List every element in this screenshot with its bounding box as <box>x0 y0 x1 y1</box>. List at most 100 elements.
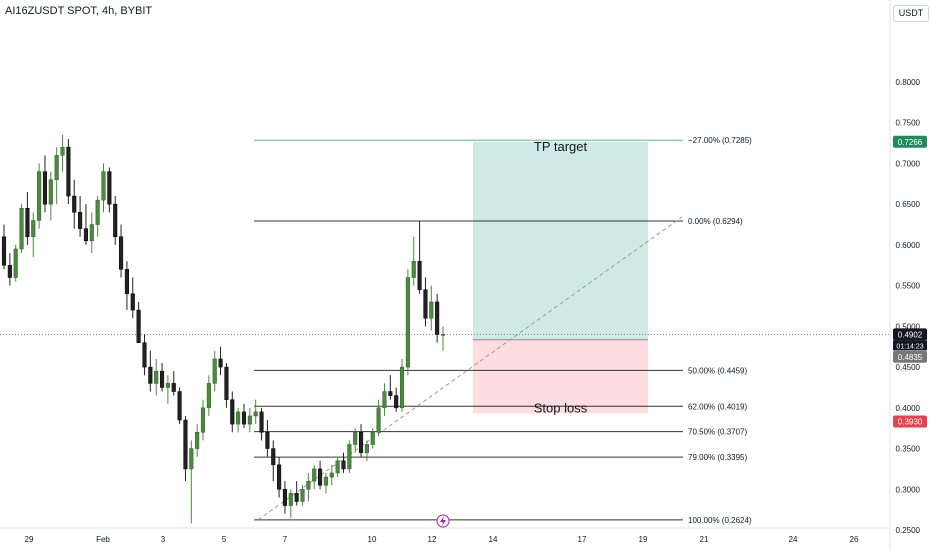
candle <box>124 261 129 311</box>
candle <box>405 269 410 376</box>
x-tick-label: 17 <box>578 535 587 544</box>
symbol-header[interactable]: AI16ZUSDT SPOT, 4h, BYBIT <box>5 5 153 17</box>
candle-body <box>89 224 94 242</box>
fib-level-label: 70.50% (0.3707) <box>688 428 747 437</box>
candle-body <box>411 260 416 278</box>
y-tick-label: 0.5500 <box>896 282 921 291</box>
fib-retracement[interactable] <box>0 139 890 521</box>
target-price-tag-bg <box>893 135 927 148</box>
tp-zone <box>473 141 648 340</box>
candle-body <box>318 468 323 486</box>
x-tick-label: 5 <box>222 535 227 544</box>
countdown-bg <box>893 340 927 351</box>
candle-body <box>271 448 276 466</box>
candle-body <box>136 309 141 343</box>
candle <box>347 440 352 473</box>
candle <box>19 204 24 254</box>
candle <box>83 204 88 245</box>
x-tick-label: 29 <box>25 535 34 544</box>
candle <box>142 334 147 376</box>
candle-body <box>48 179 53 205</box>
stop-loss-label: Stop loss <box>534 401 588 416</box>
candle <box>312 464 317 490</box>
candle-body <box>148 366 153 384</box>
tp-target-label: TP target <box>534 139 588 154</box>
candle-body <box>83 228 88 242</box>
candle-body <box>265 432 270 449</box>
lightning-icon[interactable] <box>436 514 450 528</box>
candle-body <box>323 476 328 486</box>
candle-body <box>31 220 36 238</box>
candle <box>423 277 428 327</box>
candle-body <box>259 411 264 433</box>
candle-body <box>25 208 30 238</box>
candle-body <box>364 444 369 453</box>
fib-level-label: 0.00% (0.6294) <box>688 217 743 226</box>
candle-body <box>277 464 282 490</box>
candle-body <box>288 493 293 506</box>
candle-body <box>376 407 381 433</box>
candle-body <box>388 391 393 396</box>
candle <box>353 428 358 453</box>
candle-body <box>7 265 12 278</box>
candle <box>159 363 165 392</box>
x-tick-label: 19 <box>639 535 648 544</box>
currency-button[interactable]: USDT <box>893 5 929 22</box>
candle <box>130 277 135 319</box>
candle-body <box>195 432 200 449</box>
candle <box>13 244 18 282</box>
candle <box>323 472 328 494</box>
y-tick-label: 0.8000 <box>896 78 921 87</box>
x-tick-label: 24 <box>789 535 798 544</box>
candle <box>60 134 65 172</box>
candle-body <box>300 489 305 502</box>
candle <box>218 346 223 376</box>
candle-body <box>247 415 252 425</box>
candle <box>78 196 83 237</box>
fib-level-label: 100.00% (0.2624) <box>688 516 752 525</box>
fib-trend-line[interactable] <box>257 216 683 521</box>
candle-body <box>113 203 118 238</box>
candle-body <box>130 293 135 311</box>
y-tick-label: 0.3500 <box>896 445 921 454</box>
entry-price-tag-bg <box>893 350 927 363</box>
candle <box>136 301 141 343</box>
candle <box>341 452 346 473</box>
candle <box>66 139 71 205</box>
candle-body <box>19 208 24 250</box>
candle <box>329 464 334 486</box>
candle-body <box>107 171 112 205</box>
candle-body <box>37 171 42 221</box>
x-tick-label: 3 <box>161 535 166 544</box>
x-tick-label: 14 <box>489 535 498 544</box>
fib-level-label: 79.00% (0.3395) <box>688 453 747 462</box>
fib-extension-label: −27.00% (0.7285) <box>688 136 752 145</box>
x-tick-label: 12 <box>428 535 437 544</box>
x-tick-label: 21 <box>700 535 709 544</box>
candle <box>7 253 12 286</box>
candle-body <box>13 248 18 278</box>
candle <box>294 481 299 506</box>
candle-body <box>394 395 399 409</box>
fib-level-label: 62.00% (0.4019) <box>688 402 747 411</box>
candle-body <box>241 411 247 425</box>
candle-body <box>370 432 375 445</box>
candles <box>1 134 446 524</box>
candle-body <box>171 383 176 392</box>
candle-body <box>212 358 217 384</box>
candle-body <box>42 171 48 205</box>
candle-body <box>159 370 165 388</box>
candle <box>253 399 258 425</box>
candle <box>259 407 264 441</box>
candle-body <box>124 269 129 295</box>
candle <box>31 212 36 258</box>
candle <box>429 285 434 331</box>
candle <box>236 407 241 433</box>
candle <box>277 456 282 498</box>
candle <box>95 196 100 237</box>
y-tick-label: 0.7000 <box>896 159 921 168</box>
candle <box>318 460 323 490</box>
candle-body <box>189 448 194 470</box>
candle-body <box>183 419 188 470</box>
